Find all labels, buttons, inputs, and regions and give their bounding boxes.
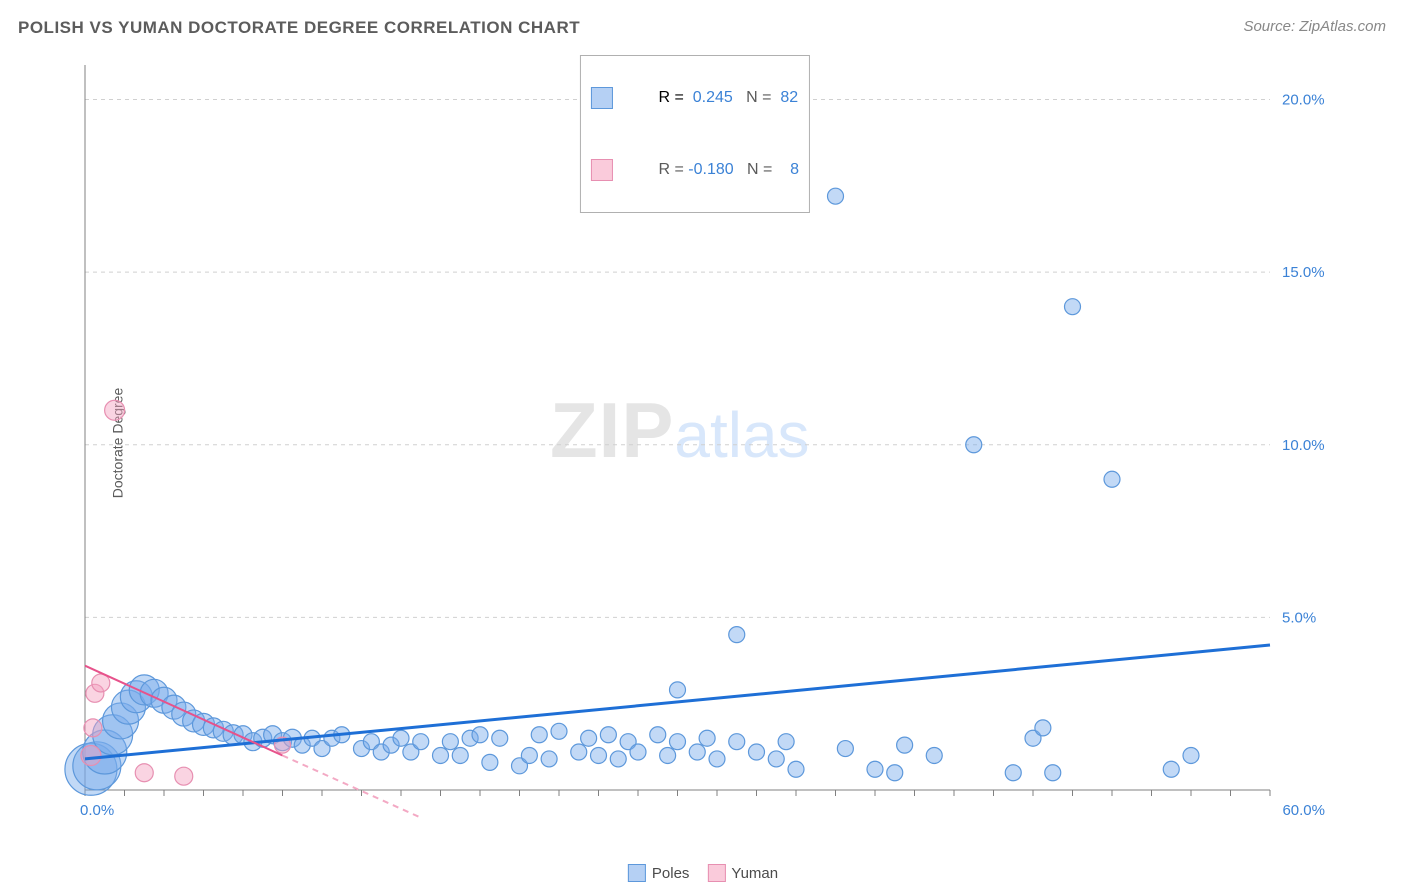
r-value-poles: 0.245 xyxy=(693,89,733,106)
svg-text:0.0%: 0.0% xyxy=(80,802,114,819)
stats-legend: R = 0.245 N = 82 R = -0.180 N = 8 xyxy=(580,55,810,213)
n-label-2: N = xyxy=(747,161,772,178)
svg-text:20.0%: 20.0% xyxy=(1282,92,1325,109)
legend-item-yuman: Yuman xyxy=(707,864,778,882)
legend-swatch-poles xyxy=(628,864,646,882)
source-label: Source: ZipAtlas.com xyxy=(1243,18,1386,35)
series-legend: Poles Yuman xyxy=(628,864,778,882)
chart-title: POLISH VS YUMAN DOCTORATE DEGREE CORRELA… xyxy=(18,18,580,38)
plot-area: Doctorate Degree ZIP atlas 5.0%10.0%15.0… xyxy=(50,55,1340,830)
svg-text:60.0%: 60.0% xyxy=(1282,802,1325,819)
svg-text:10.0%: 10.0% xyxy=(1282,437,1325,454)
n-value-yuman: 8 xyxy=(790,161,799,178)
swatch-poles xyxy=(591,87,613,109)
swatch-yuman xyxy=(591,159,613,181)
r-label: R = xyxy=(659,89,684,106)
legend-swatch-yuman xyxy=(707,864,725,882)
legend-item-poles: Poles xyxy=(628,864,690,882)
stats-text-poles: R = 0.245 N = 82 xyxy=(623,62,798,134)
stats-row-yuman: R = -0.180 N = 8 xyxy=(591,134,799,206)
n-label: N = xyxy=(746,89,771,106)
svg-text:5.0%: 5.0% xyxy=(1282,609,1316,626)
stats-row-poles: R = 0.245 N = 82 xyxy=(591,62,799,134)
r-label-2: R = xyxy=(659,161,684,178)
legend-label-yuman: Yuman xyxy=(731,865,778,882)
n-value-poles: 82 xyxy=(780,89,798,106)
svg-text:15.0%: 15.0% xyxy=(1282,264,1325,281)
legend-label-poles: Poles xyxy=(652,865,690,882)
stats-text-yuman: R = -0.180 N = 8 xyxy=(623,134,799,206)
r-value-yuman: -0.180 xyxy=(688,161,733,178)
